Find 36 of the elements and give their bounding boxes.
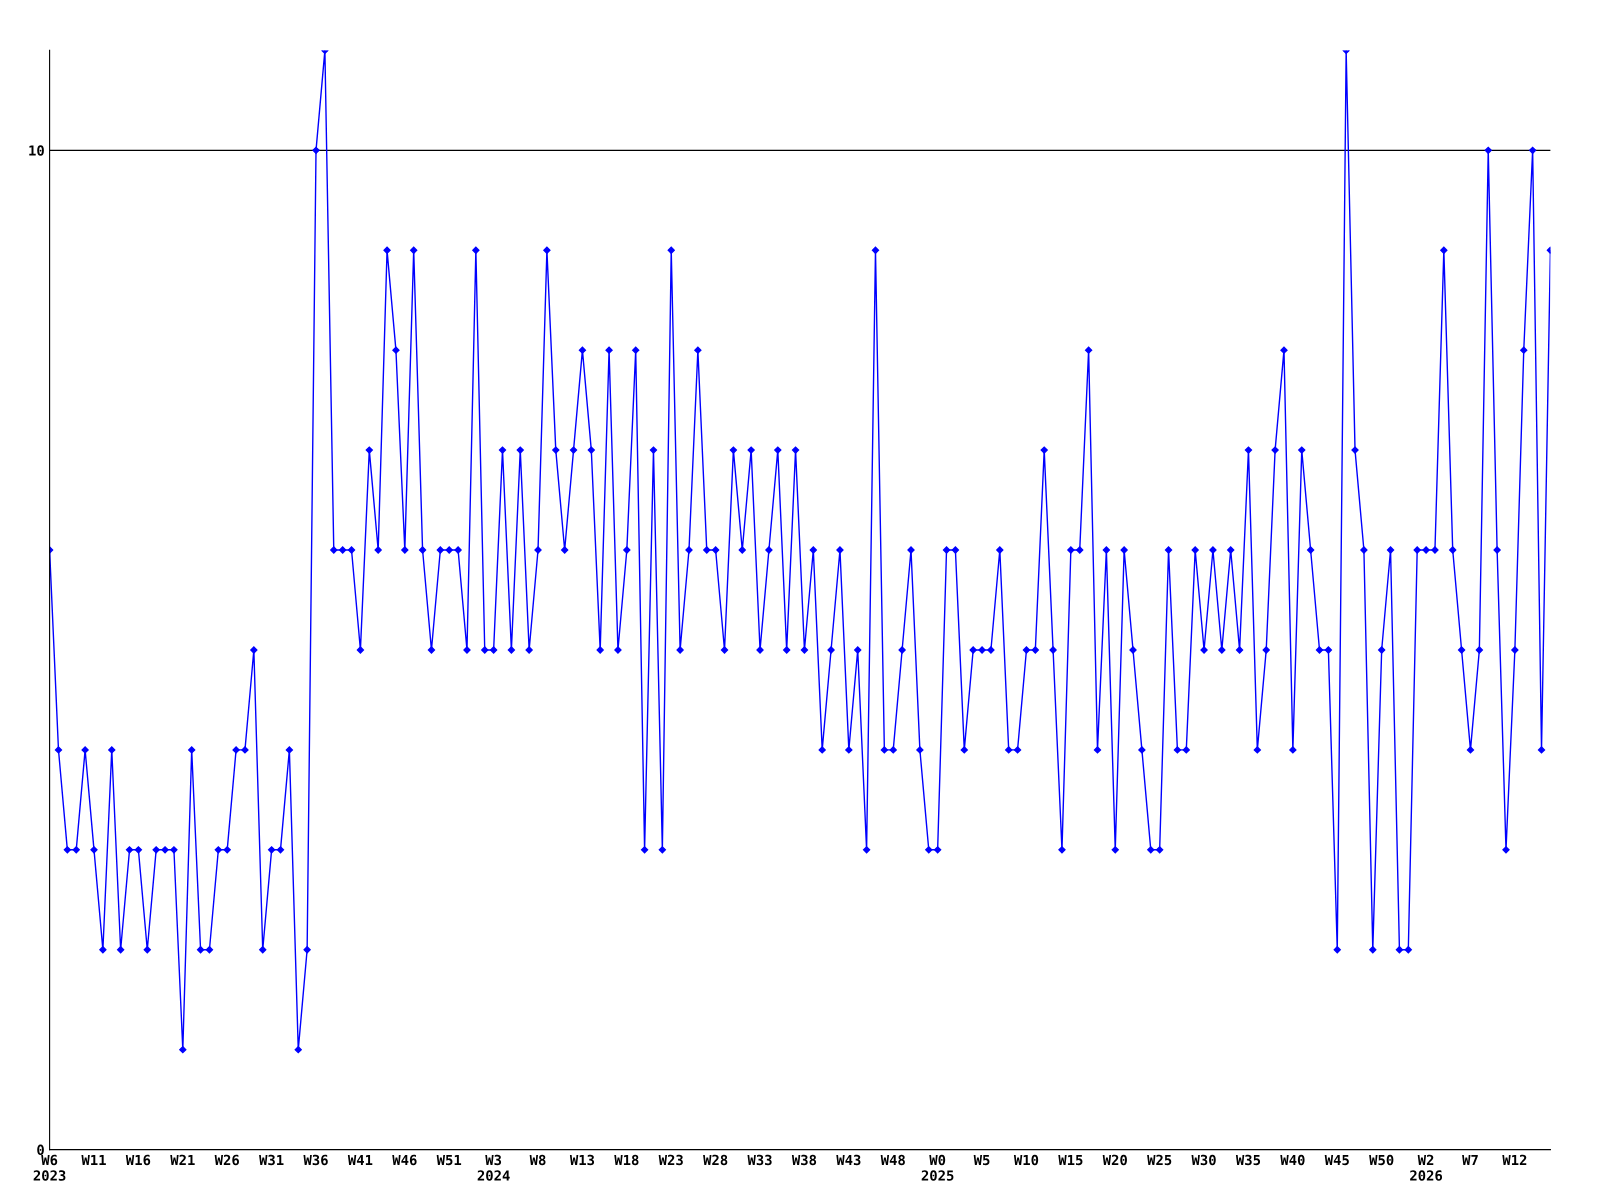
x-tick-label: W6 2023 <box>33 1154 66 1181</box>
x-tick-label: W28 <box>703 1154 728 1166</box>
x-tick-label: W10 <box>1013 1154 1039 1166</box>
x-tick-label: W40 <box>1280 1154 1305 1166</box>
x-tick-label: W45 <box>1324 1154 1349 1166</box>
x-tick-label: W3 2024 <box>477 1154 510 1181</box>
x-tick-label: W7 <box>1462 1154 1478 1166</box>
x-tick-label: W43 <box>836 1154 861 1166</box>
x-tick-label: W13 <box>569 1154 595 1166</box>
x-tick-label: W33 <box>747 1154 772 1166</box>
x-tick-label: W48 <box>880 1154 905 1166</box>
x-tick-label: W36 <box>303 1154 328 1166</box>
x-tick-label: W2 2026 <box>1410 1154 1443 1181</box>
x-tick-label: W11 <box>81 1154 106 1166</box>
x-tick-label: W5 <box>973 1154 990 1166</box>
y-tick-label: 0 <box>37 1144 44 1156</box>
x-tick-label: W18 <box>614 1154 639 1166</box>
x-tick-label: W31 <box>259 1154 284 1166</box>
x-tick-label: W12 <box>1502 1154 1527 1166</box>
x-tick-label: W0 2025 <box>921 1154 954 1181</box>
x-tick-label: W25 <box>1147 1154 1172 1166</box>
y-tick-label: 10 <box>29 145 44 156</box>
x-tick-label: W16 <box>125 1154 151 1166</box>
x-tick-label: W30 <box>1191 1154 1216 1166</box>
x-tick-label: W26 <box>214 1154 239 1166</box>
x-tick-label: W51 <box>436 1154 462 1166</box>
x-tick-label: W15 <box>1058 1154 1083 1166</box>
x-tick-label: W35 <box>1235 1154 1261 1166</box>
x-tick-label: W50 <box>1369 1154 1394 1166</box>
x-tick-label: W41 <box>347 1154 373 1166</box>
x-tick-label: W46 <box>392 1154 417 1166</box>
x-tick-label: W20 <box>1102 1154 1127 1166</box>
x-tick-label: W38 <box>791 1154 817 1166</box>
x-tick-label: W8 <box>529 1154 546 1166</box>
x-tick-label: W23 <box>658 1154 683 1166</box>
x-tick-label: W21 <box>170 1154 195 1166</box>
